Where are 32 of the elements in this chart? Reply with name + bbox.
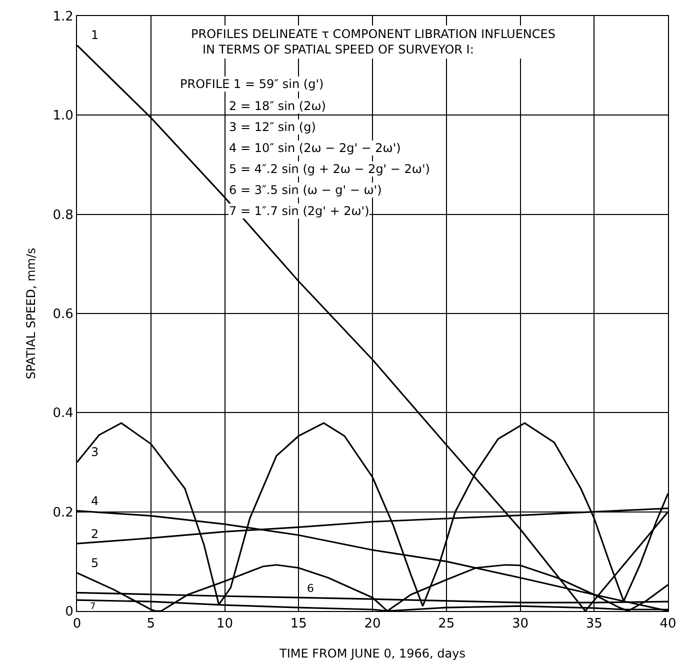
annotation: 7 = 1″.7 sin (2g' + 2ω') [229, 204, 370, 218]
x-tick-label: 35 [586, 616, 602, 632]
series-label: 3 [91, 445, 99, 459]
series-label: 7 [90, 602, 96, 612]
annotation: 4 = 10″ sin (2ω − 2g' − 2ω') [229, 141, 401, 155]
series-label: 1 [91, 28, 99, 42]
x-tick-label: 40 [660, 616, 676, 632]
y-tick-label: 0.6 [52, 307, 74, 322]
annotation: 5 = 4″.2 sin (g + 2ω − 2g' − 2ω') [229, 162, 430, 176]
y-tick-label: 1.0 [52, 108, 74, 124]
y-tick-label: 0 [65, 604, 74, 620]
y-tick-label: 0.8 [52, 208, 74, 223]
annotation: 3 = 12″ sin (g) [229, 120, 316, 134]
x-tick-label: 30 [512, 616, 529, 632]
x-axis-title: TIME FROM JUNE 0, 1966, days [278, 646, 466, 660]
x-tick-label: 5 [146, 616, 156, 632]
series-label: 2 [91, 527, 99, 541]
x-tick-label: 20 [364, 616, 381, 632]
annotation: PROFILES DELINEATE τ COMPONENT LIBRATION INFLUENCES IN TERMS OF SPATIAL SPEED OF SURVEYOR I: [191, 27, 556, 57]
annotation: 2 = 18″ sin (2ω) [229, 99, 326, 113]
series-label: 6 [307, 582, 314, 595]
y-axis-title: SPATIAL SPEED, mm/s [24, 248, 38, 380]
y-tick-label: 0.2 [52, 505, 74, 520]
annotation: PROFILE 1 = 59″ sin (g') [180, 77, 324, 91]
annotation: 6 = 3″.5 sin (ω − g' − ω') [229, 183, 382, 197]
y-tick-label: 1.2 [52, 10, 74, 25]
y-tick-label: 0.4 [52, 406, 74, 422]
x-tick-label: 25 [438, 616, 455, 632]
x-tick-label: 15 [290, 616, 307, 632]
series-label: 5 [91, 556, 99, 570]
series-label: 4 [91, 494, 99, 508]
x-tick-label: 10 [216, 616, 234, 632]
